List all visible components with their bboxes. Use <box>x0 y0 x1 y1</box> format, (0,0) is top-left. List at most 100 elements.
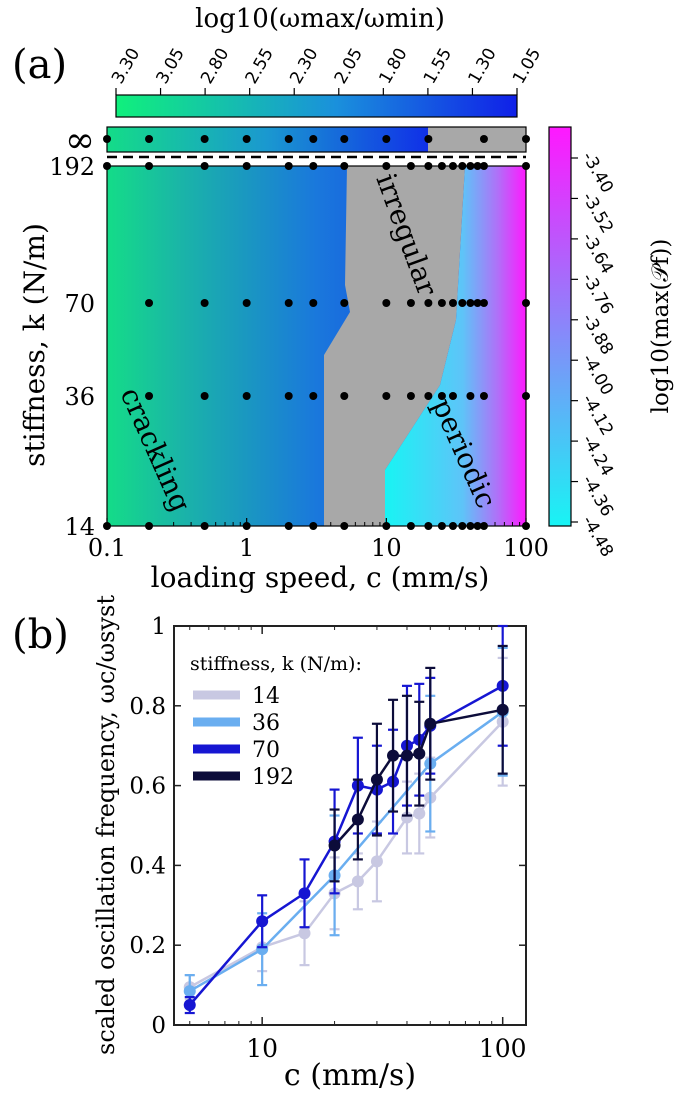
right-colorbar-tick-label: -3.52 <box>578 189 617 237</box>
y-tick-label: 0 <box>151 1013 166 1039</box>
series-line <box>189 720 504 989</box>
panel-b-xlabel: c (mm/s) <box>284 1058 416 1093</box>
data-point <box>351 875 364 888</box>
data-point <box>298 887 311 900</box>
data-point <box>351 813 364 826</box>
measurement-point <box>448 299 457 307</box>
data-point <box>183 985 196 998</box>
measurement-point <box>406 392 415 400</box>
irregular-region <box>324 166 465 526</box>
legend-title: stiffness, k (N/m): <box>190 653 362 675</box>
panel-b-plot-area <box>173 625 527 1026</box>
x-tick-label: 100 <box>503 534 549 562</box>
measurement-point <box>522 162 530 170</box>
top-colorbar-tick-label: 1.55 <box>420 45 456 88</box>
data-point <box>387 749 400 762</box>
right-colorbar-tick-label: -4.48 <box>578 513 617 561</box>
measurement-point <box>479 299 488 307</box>
top-colorbar-tick-label: 1.30 <box>464 45 500 88</box>
measurement-point <box>309 162 318 170</box>
right-colorbar-title: log10(max(𝒫f)) <box>648 239 674 414</box>
top-colorbar-ticks: 3.30 3.05 2.80 2.55 2.30 2.05 1.80 1.55 1.30 1.05 <box>108 45 545 95</box>
y-tick-label: 0.8 <box>129 694 166 720</box>
x-tick-label: 0.1 <box>88 534 126 562</box>
panel-b-label: (b) <box>12 612 69 658</box>
panel-b-ylabel: scaled oscillation frequency, ωc/ωsyst <box>92 595 120 1055</box>
right-colorbar-tick-label: -4.12 <box>578 391 617 439</box>
measurement-point <box>382 135 391 143</box>
measurement-point <box>466 162 475 170</box>
panel-a-xlabel: loading speed, c (mm/s) <box>151 561 490 594</box>
x-tick-label: 100 <box>479 1034 527 1063</box>
right-colorbar-tick-label: -3.76 <box>578 270 617 318</box>
measurement-point <box>200 392 209 400</box>
measurement-point <box>406 299 415 307</box>
data-point <box>256 915 269 928</box>
measurement-point <box>473 522 482 530</box>
measurement-point <box>406 162 415 170</box>
x-tick-label: 10 <box>371 534 402 562</box>
top-colorbar-tick-label: 3.30 <box>108 45 144 88</box>
measurement-point <box>242 135 251 143</box>
measurement-point <box>522 135 530 143</box>
right-colorbar-tick-label: -3.40 <box>578 149 617 197</box>
measurement-point <box>284 135 293 143</box>
top-colorbar-tick-label: 1.80 <box>375 45 411 88</box>
measurement-point <box>382 162 391 170</box>
measurement-point <box>424 392 433 400</box>
measurement-point <box>466 392 475 400</box>
data-point <box>370 855 383 868</box>
measurement-point <box>448 392 457 400</box>
measurement-point <box>309 392 318 400</box>
measurement-point <box>466 299 475 307</box>
measurement-point <box>145 392 154 400</box>
measurement-point <box>340 135 349 143</box>
panel-a-label: (a) <box>12 42 67 88</box>
measurement-point <box>284 162 293 170</box>
measurement-point <box>309 135 318 143</box>
top-colorbar-tick-label: 2.55 <box>242 45 278 88</box>
y-tick-label: 1 <box>151 614 166 640</box>
measurement-point <box>340 162 349 170</box>
infinity-irregular-region <box>428 127 526 152</box>
right-colorbar-tick-label: -4.00 <box>578 351 617 399</box>
panel-a-x-ticks: 0.1 1 10 100 <box>88 518 549 562</box>
right-colorbar-tick-label: -3.88 <box>578 310 617 358</box>
measurement-point <box>522 392 530 400</box>
y-tick-label: 70 <box>64 290 95 318</box>
measurement-point <box>437 162 446 170</box>
measurement-point <box>284 392 293 400</box>
measurement-point <box>145 299 154 307</box>
top-colorbar-tick-label: 2.05 <box>331 45 367 88</box>
y-tick-label: 0.2 <box>129 933 166 959</box>
measurement-point <box>103 135 111 143</box>
data-point <box>496 703 509 716</box>
measurement-point <box>522 299 530 307</box>
legend-label: 70 <box>252 738 280 763</box>
measurement-point <box>284 299 293 307</box>
panel-b-axes: 0 0.2 0.4 0.6 0.8 1 10 100 <box>129 614 526 1063</box>
data-point <box>370 773 383 786</box>
right-colorbar <box>548 126 572 527</box>
data-point <box>183 999 196 1012</box>
data-point <box>413 807 426 820</box>
data-point <box>400 749 413 762</box>
x-tick-label: 1 <box>239 534 254 562</box>
measurement-point <box>424 162 433 170</box>
y-tick-label: ∞ <box>65 120 95 161</box>
y-tick-label: 192 <box>49 153 95 181</box>
measurement-point <box>103 162 111 170</box>
measurement-point <box>479 135 488 143</box>
measurement-point <box>479 392 488 400</box>
legend-label: 14 <box>252 684 280 709</box>
legend-label: 192 <box>252 765 294 790</box>
measurement-point <box>437 299 446 307</box>
measurement-point <box>200 299 209 307</box>
measurement-point <box>340 392 349 400</box>
legend-label: 36 <box>252 711 280 736</box>
measurement-point <box>473 299 482 307</box>
data-point <box>328 839 341 852</box>
measurement-point <box>340 299 349 307</box>
